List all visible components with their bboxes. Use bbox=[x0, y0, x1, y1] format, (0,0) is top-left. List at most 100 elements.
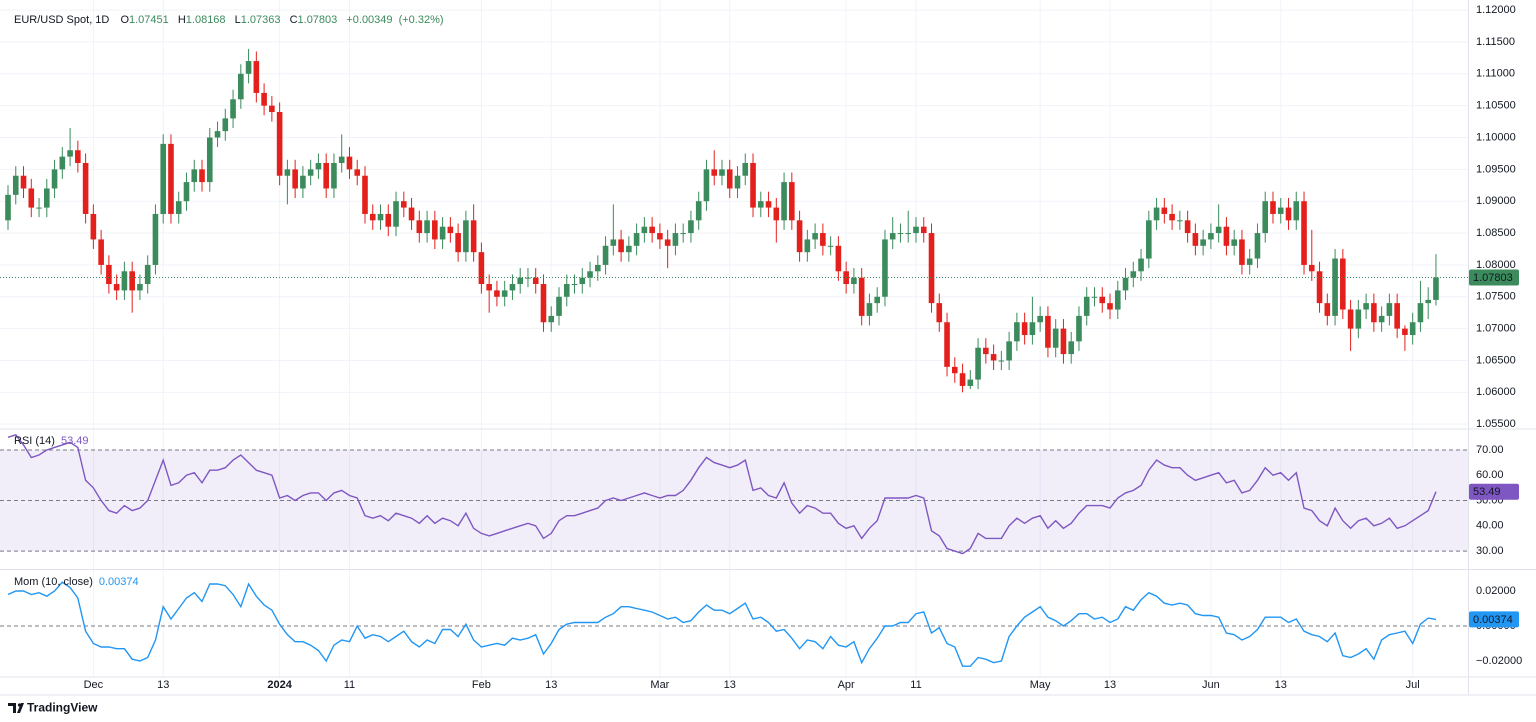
candle-body bbox=[711, 169, 718, 176]
candle-body bbox=[300, 175, 306, 189]
candle-body bbox=[1262, 201, 1269, 234]
candle-body bbox=[113, 284, 120, 291]
candle-body bbox=[416, 220, 423, 234]
candle-body bbox=[183, 182, 190, 202]
candle-body bbox=[315, 162, 322, 170]
candle-body bbox=[548, 315, 555, 323]
candle-body bbox=[626, 245, 632, 253]
candle-body bbox=[1208, 233, 1214, 240]
candle-body bbox=[222, 118, 229, 132]
candle-body bbox=[1146, 220, 1152, 259]
candle-body bbox=[486, 284, 492, 291]
candle-body bbox=[238, 73, 244, 100]
candle-body bbox=[1239, 239, 1245, 265]
candle-body bbox=[1021, 322, 1028, 335]
candle-body bbox=[571, 284, 578, 286]
candle-body bbox=[478, 252, 485, 285]
candle-body bbox=[90, 213, 97, 240]
candle-body bbox=[688, 220, 694, 234]
candle-body bbox=[175, 201, 182, 214]
candle-body bbox=[292, 169, 298, 189]
x-tick-label: 11 bbox=[344, 679, 355, 691]
candle-body bbox=[1153, 207, 1160, 221]
candle-body bbox=[796, 220, 803, 253]
candle-body bbox=[106, 264, 112, 285]
candle-body bbox=[191, 169, 198, 183]
y-tick-label: 1.10500 bbox=[1476, 100, 1516, 112]
y-tick-label: 1.10000 bbox=[1476, 131, 1516, 143]
candle-body bbox=[695, 201, 702, 221]
candle-body bbox=[51, 169, 58, 189]
candle-body bbox=[726, 169, 733, 189]
candle-body bbox=[858, 277, 865, 316]
x-tick-label: 13 bbox=[157, 679, 169, 691]
y-tick-label: 40.00 bbox=[1476, 520, 1504, 532]
indicator-last-label-box bbox=[1469, 483, 1519, 500]
candle-body bbox=[1076, 315, 1082, 342]
candle-body bbox=[874, 296, 880, 304]
logo: TradingView bbox=[8, 701, 98, 715]
candle-body bbox=[1277, 207, 1284, 214]
candle-body bbox=[1371, 303, 1377, 323]
candle-body bbox=[331, 162, 337, 189]
candle-body bbox=[1293, 201, 1300, 221]
candle-body bbox=[602, 245, 609, 265]
x-tick-label: 11 bbox=[910, 679, 921, 691]
candle-body bbox=[160, 143, 167, 214]
candle-body bbox=[1378, 315, 1385, 323]
candle-body bbox=[936, 303, 943, 323]
candle-body bbox=[385, 213, 392, 227]
candle-body bbox=[641, 226, 648, 234]
last-price-label: 1.07803 bbox=[1473, 272, 1513, 284]
candle-body bbox=[1068, 341, 1075, 355]
candle-body bbox=[44, 188, 50, 208]
y-tick-label: 1.09000 bbox=[1476, 195, 1516, 207]
x-tick-label: Jul bbox=[1406, 679, 1420, 691]
candle-body bbox=[230, 99, 236, 119]
candle-body bbox=[463, 220, 469, 253]
candle-body bbox=[1324, 303, 1331, 316]
candle-body bbox=[455, 233, 461, 253]
candle-body bbox=[1254, 233, 1261, 259]
candle-body bbox=[742, 162, 749, 176]
y-tick-label: 1.05500 bbox=[1476, 418, 1516, 430]
candle-body bbox=[1130, 271, 1137, 278]
ohlc-label: H bbox=[178, 14, 186, 26]
candle-body bbox=[501, 290, 508, 297]
candle-body bbox=[998, 360, 1005, 362]
indicator-line bbox=[7, 433, 1437, 555]
candle-body bbox=[362, 175, 368, 214]
candle-body bbox=[664, 239, 671, 246]
candle-body bbox=[284, 169, 291, 176]
candle-body bbox=[1045, 315, 1051, 348]
y-tick-label: 1.07000 bbox=[1476, 323, 1516, 335]
candle-body bbox=[820, 233, 826, 246]
candle-body bbox=[851, 277, 857, 285]
candle-body bbox=[1029, 322, 1036, 335]
candle-body bbox=[1308, 264, 1315, 272]
candle-body bbox=[1014, 322, 1020, 342]
candle-body bbox=[944, 322, 950, 367]
candle-body bbox=[1433, 277, 1439, 300]
candle-body bbox=[1425, 299, 1431, 304]
indicator-name: Mom (10, close) bbox=[14, 576, 93, 588]
marks bbox=[0, 48, 1468, 667]
candle-body bbox=[338, 156, 345, 163]
candle-body bbox=[804, 239, 811, 253]
candle-body bbox=[59, 156, 66, 170]
x-tick-label: Mar bbox=[650, 679, 669, 691]
candle-body bbox=[323, 162, 329, 189]
candle-body bbox=[137, 284, 143, 291]
candle-body bbox=[393, 201, 399, 227]
logo-icon bbox=[17, 703, 22, 707]
candle-body bbox=[269, 105, 275, 113]
candle-body bbox=[1316, 271, 1323, 304]
candle-body bbox=[447, 226, 454, 234]
candle-body bbox=[1192, 233, 1199, 246]
symbol-title: EUR/USD Spot, 1D bbox=[14, 14, 109, 26]
y-tick-label: 60.00 bbox=[1476, 469, 1504, 481]
low-value: 1.07363 bbox=[241, 14, 281, 26]
candle-body bbox=[920, 226, 927, 234]
candle-body bbox=[959, 373, 966, 386]
candle-body bbox=[967, 379, 974, 386]
